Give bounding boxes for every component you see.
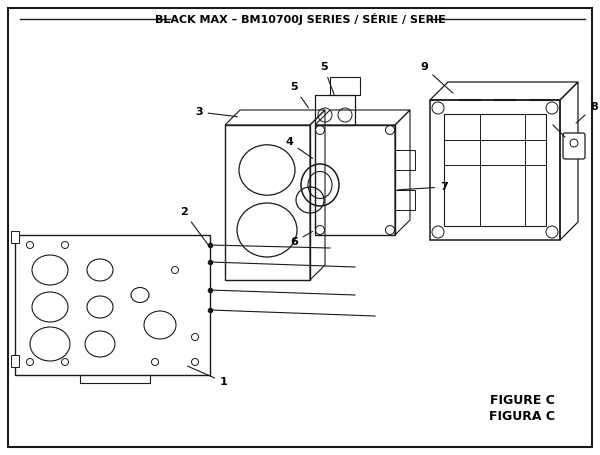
Text: FIGURE C: FIGURE C — [490, 394, 555, 406]
Text: 6: 6 — [290, 232, 313, 247]
FancyBboxPatch shape — [11, 231, 19, 243]
Text: 3: 3 — [195, 107, 237, 117]
Bar — [395, 190, 415, 210]
Bar — [395, 150, 415, 170]
Text: BLACK MAX – BM10700J SERIES / SÉRIE / SERIE: BLACK MAX – BM10700J SERIES / SÉRIE / SE… — [155, 13, 445, 25]
Text: FIGURA C: FIGURA C — [489, 410, 555, 424]
Text: 7: 7 — [398, 182, 448, 192]
FancyBboxPatch shape — [563, 133, 585, 159]
Text: 5: 5 — [320, 62, 334, 94]
Text: 9: 9 — [420, 62, 453, 93]
Text: 2: 2 — [180, 207, 211, 248]
Text: 4: 4 — [285, 137, 313, 158]
Text: 8: 8 — [576, 102, 598, 123]
Text: 1: 1 — [188, 366, 228, 387]
FancyBboxPatch shape — [11, 355, 19, 367]
Text: 5: 5 — [290, 82, 308, 108]
Bar — [444, 114, 546, 226]
